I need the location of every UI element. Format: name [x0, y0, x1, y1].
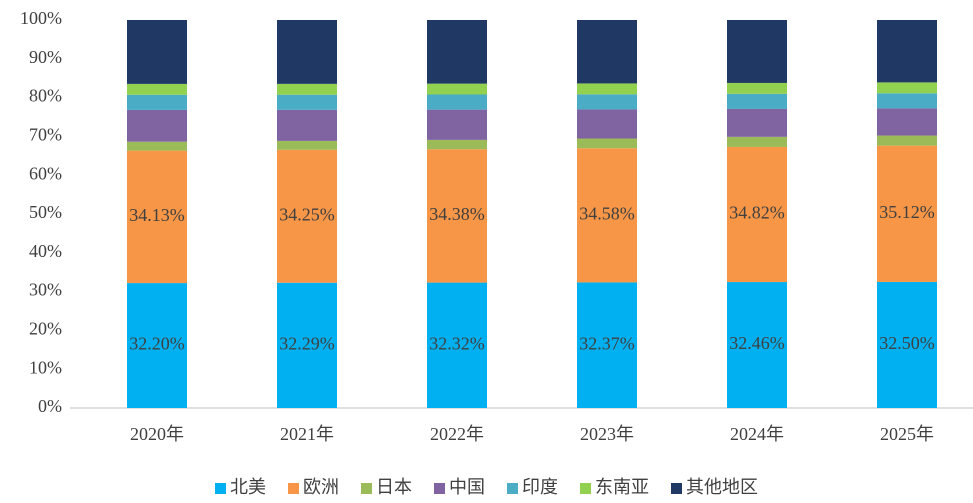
x-tick-label: 2023年 — [580, 424, 634, 444]
x-tick-label: 2022年 — [430, 424, 484, 444]
x-tick-label: 2021年 — [280, 424, 334, 444]
bar-segment — [877, 135, 937, 146]
bar-segment — [427, 109, 487, 140]
y-tick-label: 20% — [29, 319, 62, 339]
legend-swatch — [580, 483, 591, 494]
legend-swatch — [215, 483, 226, 494]
legend-swatch — [671, 483, 682, 494]
y-tick-label: 90% — [29, 47, 62, 67]
bar-segment — [127, 20, 187, 84]
y-tick-label: 30% — [29, 280, 62, 300]
legend-label: 北美 — [230, 477, 266, 497]
bar-segment — [577, 83, 637, 95]
data-label: 32.50% — [879, 333, 935, 353]
bar-segment — [577, 138, 637, 149]
bar-segment — [127, 141, 187, 151]
bar-segment — [127, 109, 187, 142]
data-label: 34.25% — [279, 204, 335, 224]
bar-segment — [127, 283, 187, 408]
bar-segment — [727, 93, 787, 109]
bar-segment — [277, 149, 337, 283]
legend-label: 印度 — [522, 477, 558, 497]
bar-segment — [277, 282, 337, 408]
data-label: 32.29% — [279, 333, 335, 353]
bar-segment — [877, 145, 937, 282]
legend-label: 中国 — [449, 477, 485, 497]
bar-segment — [577, 20, 637, 84]
bar-segment — [727, 82, 787, 94]
y-tick-label: 50% — [29, 202, 62, 222]
y-tick-label: 60% — [29, 163, 62, 183]
legend-swatch — [507, 483, 518, 494]
bar-segment — [577, 148, 637, 283]
bar-segment — [877, 93, 937, 109]
bar-segment — [727, 20, 787, 83]
legend-label: 欧洲 — [303, 477, 339, 497]
x-tick-label: 2024年 — [730, 424, 784, 444]
legend-swatch — [288, 483, 299, 494]
bar-segment — [127, 83, 187, 95]
bar-segment — [877, 82, 937, 94]
bar-segment — [277, 140, 337, 150]
data-label: 32.46% — [729, 333, 785, 353]
y-tick-label: 80% — [29, 86, 62, 106]
bar-segment — [427, 94, 487, 110]
bar-segment — [427, 20, 487, 84]
data-label: 34.58% — [579, 203, 635, 223]
data-label: 34.38% — [429, 204, 485, 224]
bar-segment — [877, 108, 937, 136]
bar-segment — [427, 282, 487, 408]
bar-segment — [427, 139, 487, 150]
y-tick-label: 0% — [38, 396, 62, 416]
bar-segment — [877, 281, 937, 408]
bar-segment — [727, 282, 787, 408]
bar-segment — [427, 149, 487, 283]
legend-swatch — [434, 483, 445, 494]
bar-segment — [127, 94, 187, 110]
bar-segment — [277, 20, 337, 84]
legend-label: 日本 — [376, 477, 412, 497]
y-tick-label: 100% — [20, 8, 62, 28]
bar-segment — [577, 94, 637, 110]
x-tick-label: 2025年 — [880, 424, 934, 444]
data-label: 35.12% — [879, 202, 935, 222]
data-label: 32.32% — [429, 333, 485, 353]
bar-segment — [127, 150, 187, 284]
legend-label: 东南亚 — [595, 477, 649, 497]
bar-segment — [877, 20, 937, 83]
bar-segment — [727, 146, 787, 283]
bar-segment — [427, 83, 487, 95]
x-tick-label: 2020年 — [130, 424, 184, 444]
data-label: 32.37% — [579, 333, 635, 353]
data-label: 32.20% — [129, 334, 185, 354]
data-label: 34.82% — [729, 203, 785, 223]
y-tick-label: 40% — [29, 241, 62, 261]
bar-segment — [577, 109, 637, 139]
data-label: 34.13% — [129, 205, 185, 225]
bar-segment — [727, 136, 787, 147]
y-tick-label: 70% — [29, 125, 62, 145]
bar-segment — [277, 109, 337, 141]
bar-segment — [277, 83, 337, 95]
bar-segment — [727, 108, 787, 137]
legend-label: 其他地区 — [686, 477, 758, 497]
bar-segment — [577, 282, 637, 408]
y-tick-label: 10% — [29, 357, 62, 377]
bar-segment — [277, 94, 337, 110]
legend-swatch — [361, 483, 372, 494]
